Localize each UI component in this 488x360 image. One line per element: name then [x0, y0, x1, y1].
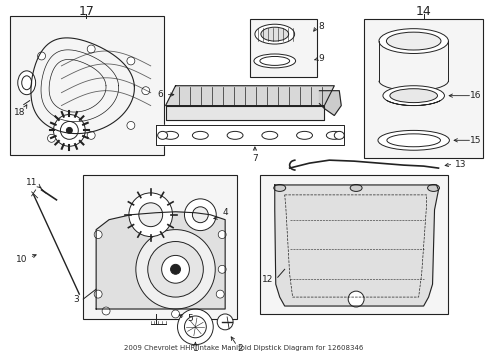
Bar	[364, 19, 482, 158]
Polygon shape	[165, 105, 324, 121]
Bar	[249, 19, 317, 77]
Circle shape	[53, 114, 85, 146]
Text: 12: 12	[262, 275, 273, 284]
Text: 5: 5	[187, 314, 193, 323]
Circle shape	[129, 193, 172, 237]
Text: 10: 10	[16, 255, 27, 264]
Ellipse shape	[259, 57, 289, 66]
Ellipse shape	[296, 131, 312, 139]
Circle shape	[102, 307, 110, 315]
Text: 2: 2	[237, 344, 243, 353]
Text: 6: 6	[158, 90, 163, 99]
Bar	[10, 16, 163, 155]
Bar	[83, 175, 237, 319]
Circle shape	[127, 121, 135, 129]
Circle shape	[127, 57, 135, 65]
Text: 1: 1	[192, 344, 198, 353]
Circle shape	[38, 52, 45, 60]
Ellipse shape	[254, 24, 294, 44]
Ellipse shape	[253, 54, 295, 68]
Polygon shape	[165, 86, 334, 105]
Ellipse shape	[334, 131, 344, 139]
Circle shape	[147, 242, 203, 297]
Polygon shape	[274, 185, 438, 306]
Text: 2009 Chevrolet HHR Intake Manifold Dipstick Diagram for 12608346: 2009 Chevrolet HHR Intake Manifold Dipst…	[124, 345, 363, 351]
Ellipse shape	[382, 86, 444, 105]
Ellipse shape	[157, 131, 167, 139]
Text: 13: 13	[454, 159, 465, 168]
Bar	[259, 175, 447, 314]
Ellipse shape	[378, 29, 447, 54]
Circle shape	[177, 309, 213, 345]
Circle shape	[94, 290, 102, 298]
Text: 17: 17	[78, 5, 94, 18]
Ellipse shape	[21, 76, 32, 90]
Ellipse shape	[325, 131, 342, 139]
Circle shape	[171, 310, 179, 318]
Ellipse shape	[273, 184, 285, 192]
Circle shape	[87, 131, 95, 139]
Ellipse shape	[192, 131, 208, 139]
Text: 4: 4	[222, 208, 227, 217]
Circle shape	[218, 265, 225, 273]
Ellipse shape	[389, 89, 437, 103]
Text: 3: 3	[73, 294, 79, 303]
Circle shape	[190, 311, 210, 331]
Circle shape	[61, 121, 78, 139]
Circle shape	[194, 315, 206, 327]
Text: 9: 9	[318, 54, 324, 63]
Circle shape	[162, 255, 189, 283]
Polygon shape	[319, 91, 341, 116]
Ellipse shape	[386, 134, 440, 147]
Ellipse shape	[386, 32, 440, 50]
Polygon shape	[96, 212, 224, 309]
Ellipse shape	[226, 131, 243, 139]
Circle shape	[347, 291, 364, 307]
Circle shape	[66, 127, 72, 133]
Ellipse shape	[260, 27, 288, 41]
Circle shape	[217, 314, 233, 330]
Circle shape	[94, 231, 102, 239]
Ellipse shape	[377, 130, 448, 150]
Ellipse shape	[262, 131, 277, 139]
Circle shape	[216, 290, 224, 298]
Circle shape	[142, 87, 149, 95]
Circle shape	[87, 45, 95, 53]
Circle shape	[218, 231, 225, 239]
Circle shape	[192, 207, 208, 223]
Ellipse shape	[427, 184, 439, 192]
Circle shape	[184, 316, 206, 338]
Polygon shape	[155, 125, 344, 145]
Circle shape	[139, 203, 163, 227]
Circle shape	[136, 230, 215, 309]
Text: 16: 16	[468, 91, 480, 100]
Circle shape	[170, 264, 180, 274]
Circle shape	[47, 134, 55, 142]
Ellipse shape	[349, 184, 361, 192]
Text: 11: 11	[26, 179, 37, 188]
Circle shape	[184, 199, 216, 231]
Text: 14: 14	[415, 5, 430, 18]
Text: 7: 7	[251, 154, 257, 163]
Text: 18: 18	[14, 108, 25, 117]
Ellipse shape	[163, 131, 178, 139]
Ellipse shape	[18, 71, 36, 95]
Text: 15: 15	[468, 136, 480, 145]
Text: 8: 8	[318, 22, 324, 31]
